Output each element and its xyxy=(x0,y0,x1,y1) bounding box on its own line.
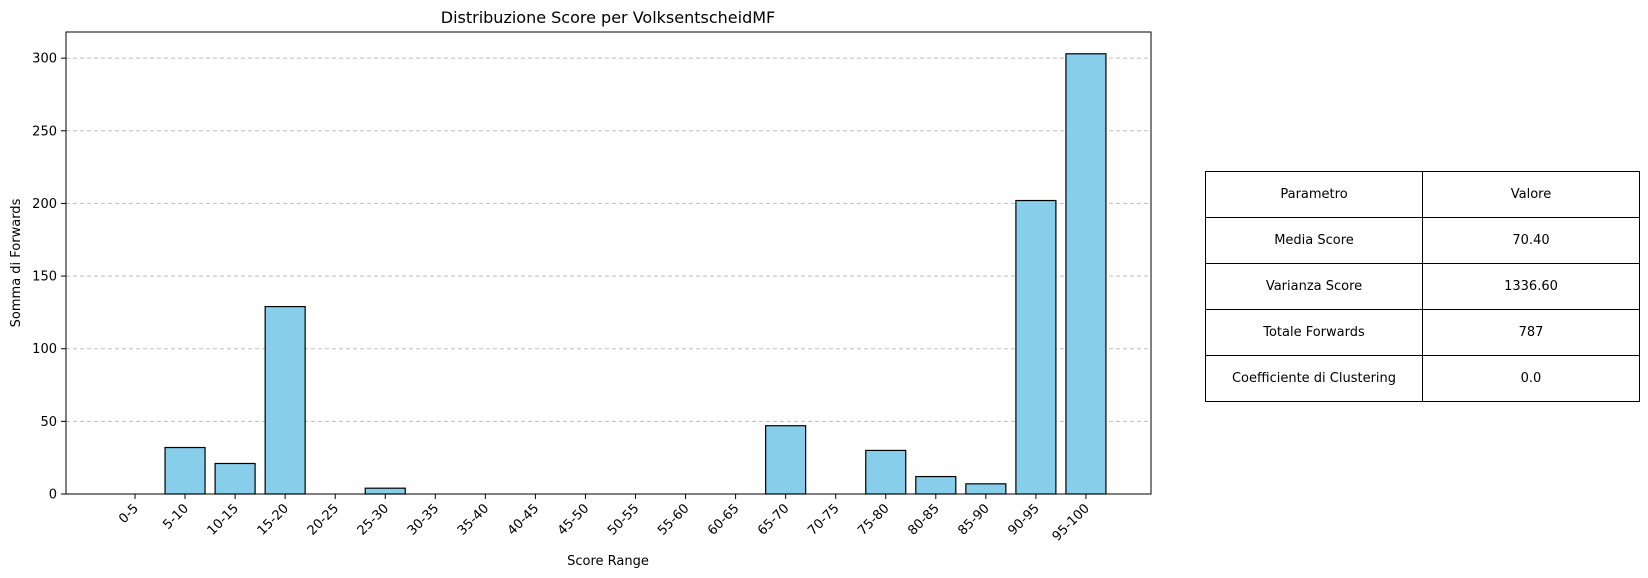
x-tick-label: 50-55 xyxy=(605,501,642,538)
x-tick-label: 25-30 xyxy=(355,501,392,538)
table-row: Coefficiente di Clustering 0.0 xyxy=(1205,355,1640,402)
x-tick-label: 40-45 xyxy=(505,501,542,538)
y-axis: 0 50 100 150 200 250 300 xyxy=(32,52,66,503)
table-header-row: Parametro Valore xyxy=(1205,171,1640,218)
bar xyxy=(1065,53,1107,495)
x-tick-label: 55-60 xyxy=(655,501,692,538)
y-tick-label: 50 xyxy=(40,415,57,430)
x-tick-label: 85-90 xyxy=(955,501,992,538)
x-tick-label: 65-70 xyxy=(755,501,792,538)
x-tick-label: 75-80 xyxy=(855,501,892,538)
x-tick-label: 80-85 xyxy=(905,501,942,538)
chart-title: Distribuzione Score per VolksentscheidMF xyxy=(441,8,775,27)
y-tick-label: 250 xyxy=(32,124,57,139)
bar xyxy=(214,462,256,495)
bar xyxy=(364,487,406,495)
bar xyxy=(164,446,206,495)
y-axis-label: Somma di Forwards xyxy=(9,198,24,327)
x-tick-label: 70-75 xyxy=(805,501,842,538)
x-tick-label: 60-65 xyxy=(705,501,742,538)
bar xyxy=(264,305,306,495)
table-cell-value: 70.40 xyxy=(1422,217,1640,264)
table-cell-value: 787 xyxy=(1422,309,1640,356)
table-cell-parameter: Coefficiente di Clustering xyxy=(1205,355,1423,402)
grid-lines xyxy=(66,57,1151,495)
x-axis-label: Score Range xyxy=(567,554,649,569)
table-cell-parameter: Varianza Score xyxy=(1205,263,1423,310)
table-header-cell: Valore xyxy=(1422,171,1640,218)
bar xyxy=(915,475,957,495)
x-tick-label: 95-100 xyxy=(1050,501,1093,544)
table-header-cell: Parametro xyxy=(1205,171,1423,218)
table-cell-value: 1336.60 xyxy=(1422,263,1640,310)
y-tick-label: 100 xyxy=(32,342,57,357)
bar xyxy=(1015,199,1057,495)
y-tick-label: 0 xyxy=(49,488,57,503)
bar xyxy=(765,425,807,495)
table-row: Varianza Score 1336.60 xyxy=(1205,263,1640,310)
x-tick-label: 20-25 xyxy=(305,501,342,538)
y-tick-label: 300 xyxy=(32,52,57,67)
x-axis: 0-5 5-10 10-15 15-20 20-25 25-30 30-35 35-40 40-… xyxy=(116,494,1093,544)
y-tick-label: 200 xyxy=(32,197,57,212)
x-tick-label: 90-95 xyxy=(1005,501,1042,538)
x-tick-label: 10-15 xyxy=(205,501,242,538)
x-tick-label: 45-50 xyxy=(555,501,592,538)
x-tick-label: 5-10 xyxy=(160,501,191,532)
bars-group xyxy=(164,53,1107,495)
x-tick-label: 30-35 xyxy=(405,501,442,538)
x-tick-label: 15-20 xyxy=(255,501,292,538)
x-tick-label: 0-5 xyxy=(116,501,142,527)
table-cell-value: 0.0 xyxy=(1422,355,1640,402)
bar xyxy=(865,449,907,495)
bar xyxy=(965,483,1007,495)
table-cell-parameter: Media Score xyxy=(1205,217,1423,264)
table-cell-parameter: Totale Forwards xyxy=(1205,309,1423,356)
table-row: Media Score 70.40 xyxy=(1205,217,1640,264)
x-tick-label: 35-40 xyxy=(455,501,492,538)
table-row: Totale Forwards 787 xyxy=(1205,309,1640,356)
stats-table: Parametro Valore Media Score 70.40 Varia… xyxy=(1205,171,1640,402)
plot-frame xyxy=(65,31,1152,495)
y-tick-label: 150 xyxy=(32,270,57,285)
